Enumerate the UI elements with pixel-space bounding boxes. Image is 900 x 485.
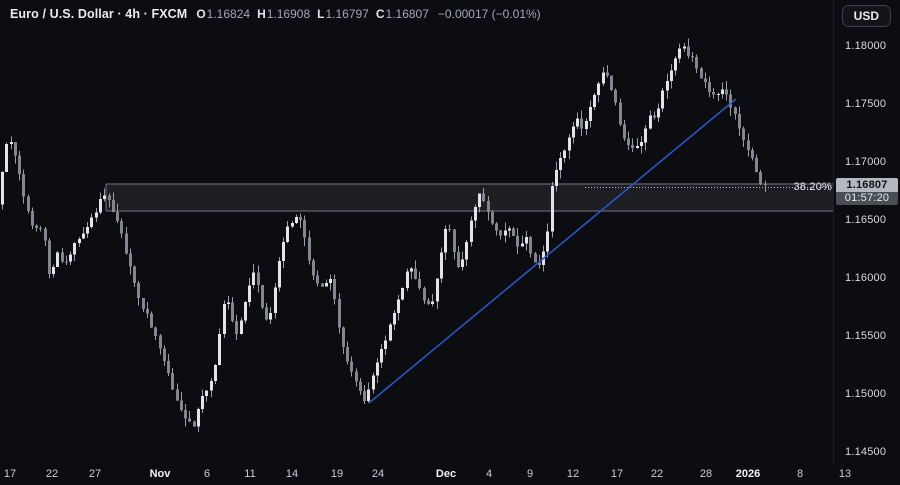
fib-retracement-label[interactable]: 38.20% [793,180,832,193]
time-axis-label: 14 [285,468,299,480]
time-axis[interactable]: 17 22 27 Nov 6 11 14 19 24 Dec 4 9 12 17 22 28 2026 8 13 [0,465,900,485]
price-axis-label: 1.14500 [845,445,887,458]
high-value: 1.16908 [266,7,311,21]
last-price-label: 1.16807 01:57:20 [836,177,898,205]
bar-countdown: 01:57:20 [836,191,898,205]
price-axis[interactable]: 1.16807 01:57:20 1.18000 1.17500 1.17000 1.… [833,0,900,465]
candles [1,38,767,433]
time-axis-label: 28 [699,468,713,480]
time-axis-label: 4 [485,468,493,480]
low-label: L [317,7,325,21]
price-axis-label: 1.17500 [845,98,887,111]
trendline[interactable] [368,98,737,404]
price-axis-label: 1.16000 [845,271,887,284]
time-axis-label: 8 [796,468,804,480]
time-axis-label: 11 [244,468,256,480]
time-axis-label: 2026 [735,468,761,480]
high-label: H [257,7,266,21]
low-value: 1.16797 [325,7,369,21]
time-axis-label: 9 [526,468,534,480]
time-axis-label: 22 [45,468,59,480]
price-axis-label: 1.18000 [845,40,887,53]
last-price-value: 1.16807 [836,177,898,192]
time-axis-label: Dec [435,468,457,480]
time-axis-label: 17 [610,468,624,480]
price-axis-label: 1.16500 [845,214,887,227]
price-axis-label: 1.15000 [845,387,887,400]
time-axis-label: 6 [203,468,211,480]
close-label: C [375,7,385,21]
time-axis-label: Nov [149,468,171,480]
time-axis-label: 19 [330,468,344,480]
time-axis-label: 24 [371,468,385,480]
price-axis-label: 1.17000 [845,156,887,169]
close-value: 1.16807 [385,7,429,21]
time-axis-label: 13 [838,468,852,480]
time-axis-label: 12 [566,468,580,480]
price-change: −0.00017 (−0.01%) [437,7,541,21]
open-label: O [196,7,206,21]
time-axis-label: 22 [650,468,664,480]
candlestick-chart[interactable] [0,0,833,465]
time-axis-label: 27 [88,468,102,480]
supply-zone[interactable] [106,184,833,211]
time-axis-label: 17 [3,468,17,480]
symbol-title[interactable]: Euro / U.S. Dollar · 4h · FXCM [10,7,188,21]
open-value: 1.16824 [206,7,251,21]
chart-header: Euro / U.S. Dollar · 4h · FXCM O 1.16824 … [10,7,541,21]
currency-toggle-button[interactable]: USD [841,5,891,27]
price-axis-label: 1.15500 [845,329,887,342]
ohlc-values: O 1.16824 H 1.16908 L 1.16797 C 1.16807 [196,7,429,21]
